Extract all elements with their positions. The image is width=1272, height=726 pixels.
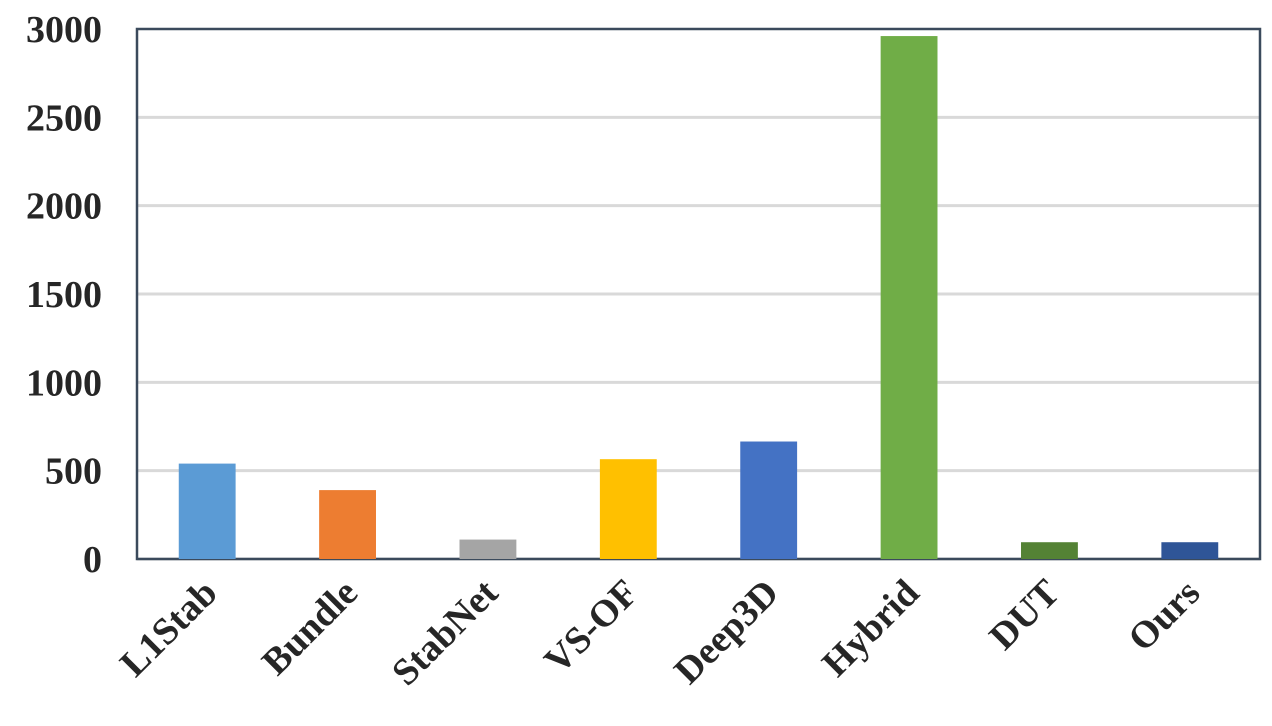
x-axis-ticks: L1Stab Bundle StabNet VS-OF Deep3D Hybrid DUT O… bbox=[112, 571, 1208, 693]
x-tick-label: StabNet bbox=[384, 571, 506, 693]
y-tick-label: 2500 bbox=[26, 97, 102, 139]
bar-dut bbox=[1021, 542, 1078, 559]
y-tick-label: 0 bbox=[83, 539, 102, 581]
bars bbox=[178, 36, 1219, 560]
bar-stabnet bbox=[459, 539, 517, 559]
x-tick-label: Hybrid bbox=[814, 572, 927, 685]
bar-ours bbox=[1161, 542, 1219, 559]
x-tick-label: L1Stab bbox=[112, 572, 225, 685]
bar-bundle bbox=[319, 490, 376, 559]
x-tick-label: DUT bbox=[981, 572, 1067, 658]
y-tick-label: 1500 bbox=[26, 274, 102, 316]
x-tick-label: VS-OF bbox=[536, 572, 646, 682]
y-axis-ticks: 0 500 1000 1500 2000 2500 3000 bbox=[26, 9, 102, 581]
plot-frame bbox=[135, 27, 1262, 561]
bar-hybrid bbox=[880, 36, 938, 560]
y-tick-label: 500 bbox=[45, 451, 102, 493]
x-tick-label: Ours bbox=[1120, 572, 1208, 660]
gridlines bbox=[137, 115, 1260, 561]
y-tick-label: 1000 bbox=[26, 362, 102, 404]
bar-l1stab bbox=[178, 463, 236, 559]
y-tick-label: 3000 bbox=[26, 9, 102, 51]
x-tick-label: Bundle bbox=[254, 572, 366, 684]
y-tick-label: 2000 bbox=[26, 186, 102, 228]
bar-vs-of bbox=[599, 459, 657, 559]
x-tick-label: Deep3D bbox=[666, 572, 787, 693]
bar-deep3d bbox=[740, 441, 798, 559]
